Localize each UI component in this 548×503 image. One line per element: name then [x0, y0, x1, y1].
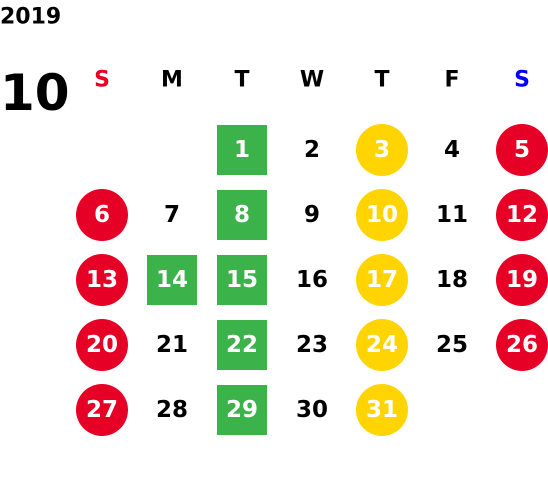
- day-number: 11: [436, 202, 468, 228]
- day-highlight: [76, 254, 128, 306]
- day-number: 28: [156, 397, 188, 423]
- day-number: 10: [366, 202, 398, 228]
- day-highlight: [356, 384, 408, 436]
- day-highlight: [217, 190, 267, 240]
- day-highlight: [356, 254, 408, 306]
- day-number: 6: [94, 202, 110, 228]
- day-number: 12: [506, 202, 538, 228]
- day-number: 29: [226, 397, 258, 423]
- day-number: 4: [444, 137, 460, 163]
- weekday-label: W: [300, 68, 324, 93]
- day-number: 26: [506, 332, 538, 358]
- day-highlight: [217, 320, 267, 370]
- day-number: 2: [304, 137, 320, 163]
- day-highlight: [356, 189, 408, 241]
- day-highlight: [76, 189, 128, 241]
- weekday-label: F: [444, 68, 459, 93]
- day-number: 3: [374, 137, 390, 163]
- weekday-label: T: [234, 68, 249, 93]
- day-number: 8: [234, 202, 250, 228]
- day-number: 30: [296, 397, 328, 423]
- day-highlight: [356, 124, 408, 176]
- day-highlight: [496, 319, 548, 371]
- day-number: 19: [506, 267, 538, 293]
- month: 10: [0, 64, 70, 122]
- day-number: 27: [86, 397, 118, 423]
- day-highlight: [217, 255, 267, 305]
- day-number: 25: [436, 332, 468, 358]
- day-number: 24: [366, 332, 398, 358]
- weekday-label: T: [374, 68, 389, 93]
- day-highlight: [496, 189, 548, 241]
- day-highlight: [76, 384, 128, 436]
- day-number: 5: [514, 137, 530, 163]
- day-number: 14: [156, 267, 188, 293]
- day-highlight: [76, 319, 128, 371]
- day-highlight: [356, 319, 408, 371]
- day-number: 1: [234, 137, 250, 163]
- day-highlight: [496, 254, 548, 306]
- day-number: 17: [366, 267, 398, 293]
- day-number: 21: [156, 332, 188, 358]
- weekday-label: M: [161, 68, 183, 93]
- day-number: 9: [304, 202, 320, 228]
- day-number: 31: [366, 397, 398, 423]
- weekday-label: S: [514, 68, 530, 93]
- day-number: 20: [86, 332, 118, 358]
- day-number: 22: [226, 332, 258, 358]
- day-number: 7: [164, 202, 180, 228]
- day-number: 23: [296, 332, 328, 358]
- day-number: 15: [226, 267, 258, 293]
- day-number: 18: [436, 267, 468, 293]
- day-number: 13: [86, 267, 118, 293]
- year: 2019: [0, 5, 61, 30]
- day-highlight: [147, 255, 197, 305]
- weekday-label: S: [94, 68, 110, 93]
- day-highlight: [496, 124, 548, 176]
- day-highlight: [217, 125, 267, 175]
- day-highlight: [217, 385, 267, 435]
- day-number: 16: [296, 267, 328, 293]
